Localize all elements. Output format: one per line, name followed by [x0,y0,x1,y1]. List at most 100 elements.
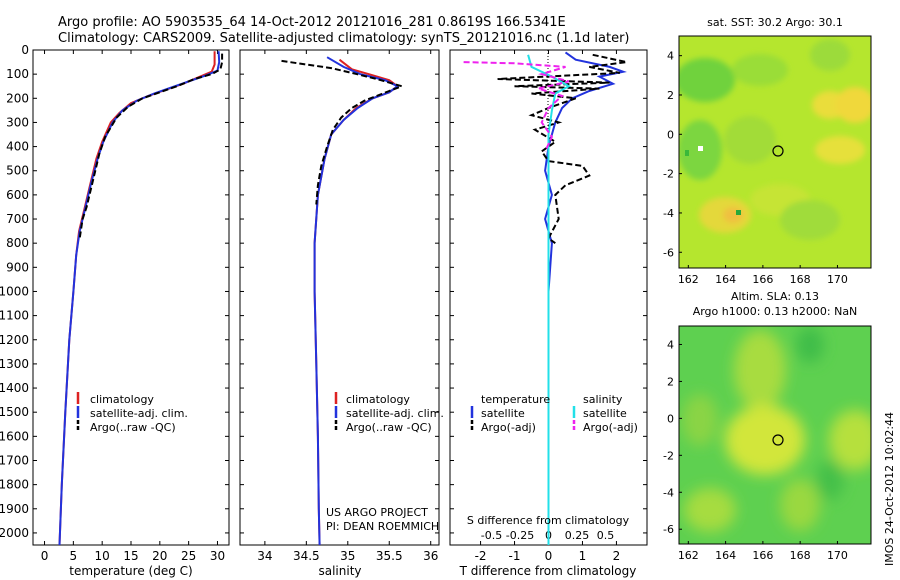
sst-map-x-ticks: 162 164 166 168 170 [678,265,848,286]
difference-x-label: T difference from climatology [459,564,637,578]
y-tick-label: 1700 [0,453,29,467]
x-tick-label: -1 [509,549,521,563]
map-y-tick-label: 4 [667,338,674,351]
y-tick-label: 1000 [0,284,29,298]
legend-climatology-label: climatology [90,393,154,406]
map-y-tick-label: 4 [667,50,674,63]
series-line [313,56,400,546]
difference-panel: -2 -1 0 1 2 -0.5 -0.25 0 0.25 0.5 T difference f… [449,49,648,578]
legend-temperature-header: temperature [481,393,550,406]
sst-map-frame [678,35,872,269]
map-y-tick-label: 2 [667,375,674,388]
y-tick-label: 1200 [0,333,29,347]
y-tick-label: 2000 [0,526,29,540]
legend-temp-satellite-label: satellite [481,407,525,420]
salinity-difference-label: S difference from climatology [467,514,630,527]
difference-lines [463,51,627,545]
map-x-tick-label: 170 [827,549,848,562]
sla-map-x-ticks: 162 164 166 168 170 [678,541,848,562]
salinity-legend: climatology satellite-adj. clim. Argo(..… [334,392,444,434]
legend-sal-satellite-label: satellite [583,407,627,420]
map-y-tick-label: -2 [663,449,674,462]
salinity-diff-tick-label: -0.5 [481,529,502,542]
map-x-tick-label: 164 [715,549,736,562]
x-tick-label: 2 [613,549,621,563]
y-tick-label: 500 [6,164,29,178]
difference-legend: temperature salinity satellite Argo(-adj… [470,393,638,434]
legend-sal-argo-label: Argo(-adj) [583,421,638,434]
sla-map-title-line-2: Argo h1000: 0.13 h2000: NaN [693,305,858,318]
x-tick-label: 36 [423,549,438,563]
project-label: US ARGO PROJECT [326,506,428,519]
series-line [281,59,405,205]
y-tick-label: 1100 [0,309,29,323]
y-tick-label: 100 [6,67,29,81]
salinity-x-ticks: 34 34.5 35 35.5 36 [257,50,438,563]
temperature-x-ticks: 0 5 10 15 20 25 30 [41,50,225,563]
sst-map-y-ticks: 4 2 0 -2 -4 -6 [663,50,682,259]
x-tick-label: 10 [95,549,110,563]
x-tick-label: 20 [152,549,167,563]
footer-timestamp: IMOS 24-Oct-2012 10:02:44 [883,412,896,566]
title-line-1: Argo profile: AO 5903535_64 14-Oct-2012 … [58,15,566,30]
x-tick-label: 5 [70,549,78,563]
sla-map-panel: Altim. SLA: 0.13 Argo h1000: 0.13 h2000:… [663,290,872,562]
sla-map-y-ticks: 4 2 0 -2 -4 -6 [663,338,682,536]
y-tick-label: 800 [6,236,29,250]
map-y-tick-label: -6 [663,523,674,536]
legend-argo-label: Argo(..raw -QC) [346,421,432,434]
series-line [78,53,224,239]
map-y-tick-label: -4 [663,486,674,499]
x-tick-label: 34.5 [293,549,320,563]
y-tick-label: 1600 [0,429,29,443]
salinity-y-ticks [240,49,439,534]
y-tick-label: 200 [6,91,29,105]
map-x-tick-label: 162 [678,273,699,286]
y-tick-label: 300 [6,115,29,129]
legend-satellite-label: satellite-adj. clim. [90,407,188,420]
map-y-tick-label: 0 [667,412,674,425]
x-tick-label: 34 [257,549,272,563]
y-tick-label: 1300 [0,357,29,371]
salinity-axes-frame [239,49,440,546]
legend-temp-argo-label: Argo(-adj) [481,421,536,434]
series-line [544,51,627,545]
map-x-tick-label: 168 [790,273,811,286]
map-x-tick-label: 166 [752,273,773,286]
x-tick-label: 25 [181,549,196,563]
temperature-lines [58,51,224,546]
salinity-lines [281,56,405,546]
map-y-tick-label: -6 [663,246,674,259]
x-tick-label: 1 [579,549,587,563]
temperature-panel: 0 5 10 15 20 25 30 0 100 200 300 400 500 600 700 800 90… [0,43,230,578]
series-line [497,53,627,245]
difference-x-ticks: -2 -1 0 1 2 [475,50,621,563]
sst-map-field [679,36,871,268]
map-x-tick-label: 162 [678,549,699,562]
x-tick-label: 35 [340,549,355,563]
title-line-2: Climatology: CARS2009. Satellite-adjuste… [58,31,630,46]
y-tick-label: 600 [6,188,29,202]
y-tick-label: 1900 [0,502,29,516]
salinity-panel: 34 34.5 35 35.5 36 salinity climatology sate… [239,49,444,578]
map-y-tick-label: -4 [663,207,674,220]
map-x-tick-label: 164 [715,273,736,286]
map-y-tick-label: 0 [667,128,674,141]
legend-satellite-label: satellite-adj. clim. [346,407,444,420]
depth-y-ticks: 0 100 200 300 400 500 600 700 800 900 1000 1100 1200… [0,43,229,540]
map-x-tick-label: 166 [752,549,773,562]
salinity-diff-tick-label: -0.25 [506,529,534,542]
salinity-x-label: salinity [318,564,361,578]
y-tick-label: 1500 [0,405,29,419]
difference-y-ticks [450,49,647,534]
legend-argo-label: Argo(..raw -QC) [90,421,176,434]
map-x-tick-label: 170 [827,273,848,286]
legend-climatology-label: climatology [346,393,410,406]
legend-salinity-header: salinity [583,393,623,406]
pi-label: PI: DEAN ROEMMICH [326,520,439,533]
salinity-diff-tick-label: 0.25 [565,529,590,542]
x-tick-label: 0 [545,549,553,563]
y-tick-label: 900 [6,260,29,274]
x-tick-label: 15 [123,549,138,563]
